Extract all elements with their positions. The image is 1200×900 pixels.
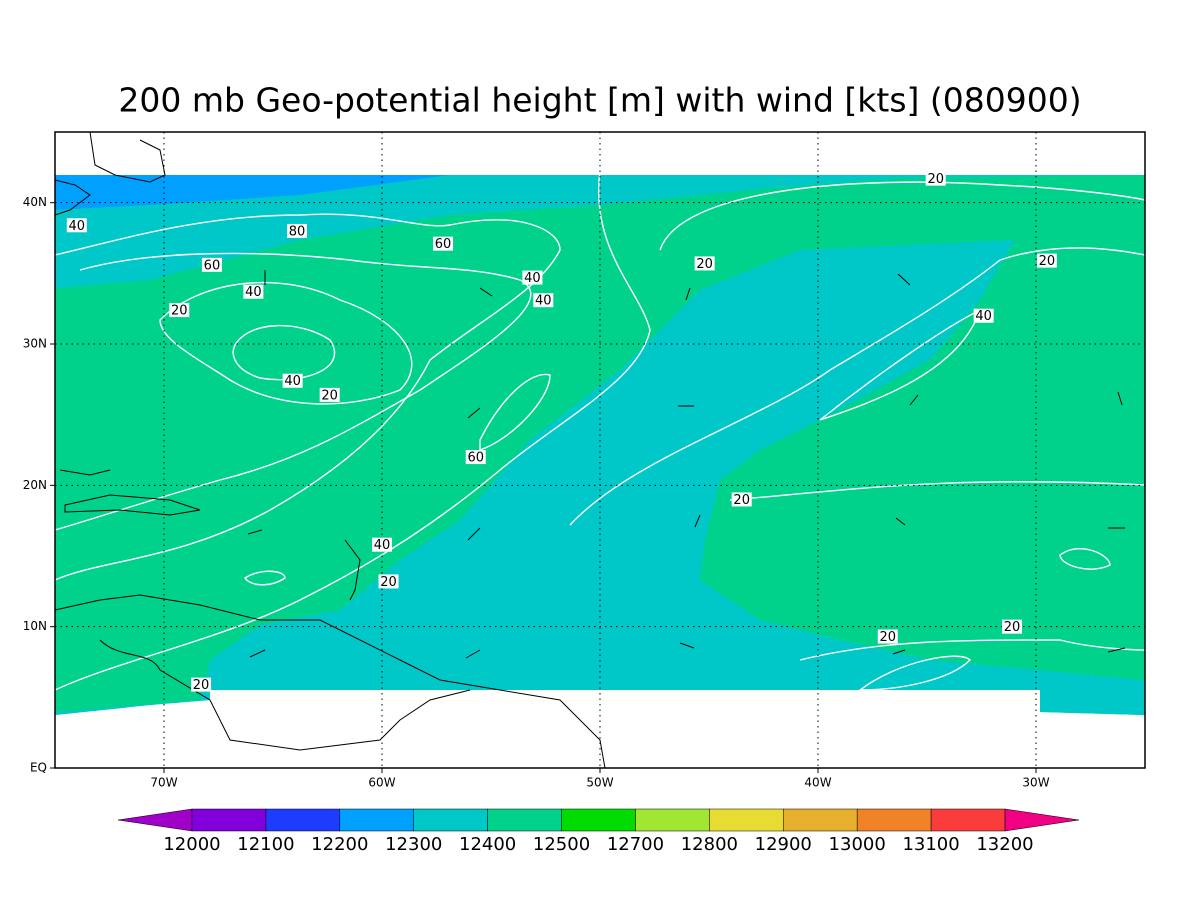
contour-label: 20 xyxy=(193,678,210,693)
colorbar-label: 12700 xyxy=(607,834,664,855)
wind-contours xyxy=(55,169,1145,691)
x-tick-label: 50W xyxy=(586,776,613,790)
y-tick-label: 20N xyxy=(23,478,47,492)
contour-label: 20 xyxy=(696,257,713,272)
contour-label: 40 xyxy=(975,309,992,324)
colorbar-triangle xyxy=(117,808,193,832)
y-tick-label: EQ xyxy=(30,761,47,775)
colorbar-box xyxy=(709,808,784,832)
contour-label: 20 xyxy=(927,172,944,187)
colorbar-box xyxy=(413,808,488,832)
colorbar-box xyxy=(191,808,267,832)
contour-label: 40 xyxy=(284,374,301,389)
contour-label: 20 xyxy=(380,575,397,590)
colorbar-label: 12200 xyxy=(311,834,368,855)
colorbar-label: 13200 xyxy=(976,834,1033,855)
y-tick-label: 30N xyxy=(23,337,47,351)
colorbar-box xyxy=(265,808,341,832)
colorbar-label: 12000 xyxy=(163,834,220,855)
contour-label-box xyxy=(465,450,486,465)
contour-label: 80 xyxy=(289,224,306,239)
colorbar-box xyxy=(339,808,414,832)
coastlines xyxy=(54,131,606,769)
contour-label-box xyxy=(731,492,752,507)
colorbar-label: 13100 xyxy=(902,834,959,855)
y-tick-label: 40N xyxy=(23,195,47,209)
contour-label-box xyxy=(372,537,392,552)
colorbar-label: 12500 xyxy=(533,834,590,855)
title: 200 mb Geo-potential height [m] with win… xyxy=(118,81,1081,120)
x-tick-label: 70W xyxy=(150,776,177,790)
contour-label-box xyxy=(877,629,898,644)
map-frame xyxy=(54,131,1146,769)
contour-label-box xyxy=(533,293,554,308)
colorbar-box xyxy=(487,808,562,832)
contour-label-box xyxy=(286,223,307,238)
y-tick-label: 10N xyxy=(23,619,47,633)
contour-label: 20 xyxy=(733,493,750,508)
colorbar-label: 13000 xyxy=(829,834,886,855)
contour-label-box xyxy=(169,303,190,318)
colorbar-box xyxy=(783,808,858,832)
contour-label-box xyxy=(694,256,715,271)
graticule: 70W 60W 50W 40W 30W EQ 10N 20N 30N 40N xyxy=(23,132,1145,790)
x-tick-label: 30W xyxy=(1022,776,1049,790)
contour-label-box xyxy=(522,270,543,285)
contour-label-box xyxy=(973,308,994,323)
contour-label: 40 xyxy=(535,294,552,309)
contour-label: 40 xyxy=(245,285,262,300)
contour-label: 40 xyxy=(69,219,86,234)
colorbar-box xyxy=(635,808,710,832)
contour-label-box xyxy=(433,236,454,251)
contour-label: 40 xyxy=(524,271,541,286)
colorbar-label: 12300 xyxy=(385,834,442,855)
colorbar-box xyxy=(856,808,932,832)
contour-label-box xyxy=(925,171,946,186)
contour-label-box xyxy=(1002,619,1023,634)
fill-12300 xyxy=(55,175,1145,288)
contour-label: 40 xyxy=(374,538,391,553)
contour-labels: 20 40 80 60 60 20 20 40 40 40 20 40 40 20 60 20 40 20 20 20… xyxy=(66,171,1057,693)
contour-label: 60 xyxy=(467,451,484,466)
contour-label-box xyxy=(282,373,303,388)
contour-label: 60 xyxy=(204,258,221,273)
colorbar-box xyxy=(930,808,1006,832)
colorbar-box xyxy=(561,808,636,832)
contour-label: 20 xyxy=(321,388,338,403)
contour-label-box xyxy=(378,574,399,589)
colorbar-label: 12400 xyxy=(459,834,516,855)
x-tick-label: 60W xyxy=(368,776,395,790)
fill-12200 xyxy=(55,175,450,210)
contour-label-box xyxy=(243,284,264,299)
x-tick-label: 40W xyxy=(804,776,831,790)
colorbar: 12000 12100 12200 12300 12400 12500 12700 12800… xyxy=(117,808,1080,855)
colorbar-label: 12900 xyxy=(755,834,812,855)
contour-label-box xyxy=(201,257,222,272)
colorbar-triangle xyxy=(1004,808,1080,832)
contour-label-box xyxy=(1036,253,1057,268)
contour-label: 60 xyxy=(435,237,452,252)
contour-label: 20 xyxy=(171,304,188,319)
contour-label-box xyxy=(319,387,340,402)
contour-label-box xyxy=(66,218,87,233)
colorbar-label: 12100 xyxy=(237,834,294,855)
contour-label: 20 xyxy=(1039,254,1056,269)
contour-label: 20 xyxy=(879,630,896,645)
contour-label-box xyxy=(191,677,212,692)
colorbar-label: 12800 xyxy=(681,834,738,855)
wind-vectors xyxy=(247,270,1126,659)
contour-label: 20 xyxy=(1004,620,1021,635)
